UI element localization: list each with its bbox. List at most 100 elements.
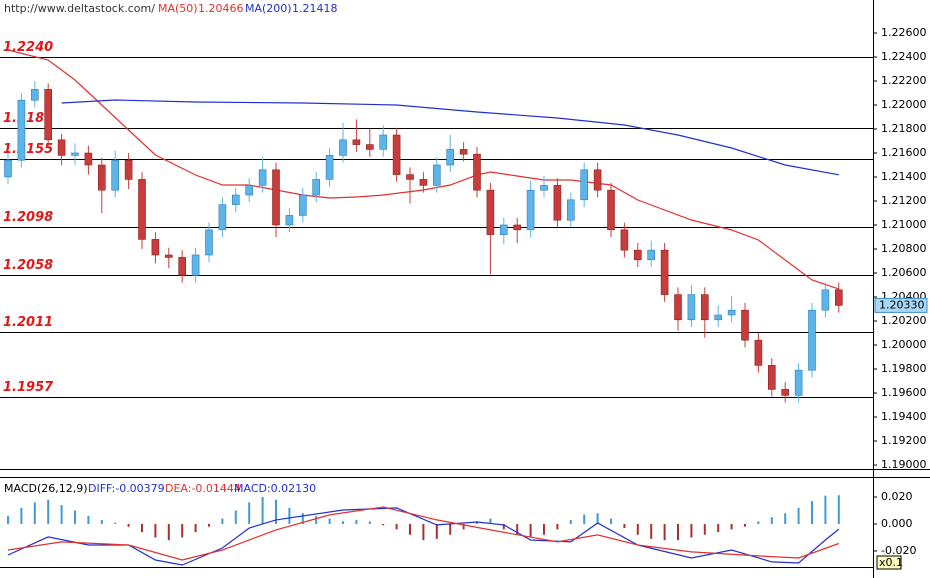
y-tick-label: 1.22400 (881, 50, 927, 63)
y-tick-label: 1.19600 (881, 386, 927, 399)
candle-body (406, 174, 414, 180)
candle-body (446, 149, 455, 166)
candle-body (98, 164, 106, 191)
candle-body (232, 194, 240, 205)
legend-name: MACD:0.02130 (234, 482, 316, 495)
site-url: http://www.deltastock.com/ (4, 2, 155, 15)
candle-body (191, 254, 200, 276)
y-tick-label: 1.19000 (881, 458, 927, 471)
y-tick-label: 1.22000 (881, 98, 927, 111)
y-tick-label: 1.21400 (881, 170, 927, 183)
candle-body (124, 159, 133, 180)
candle-body (30, 89, 39, 101)
candle-body (245, 185, 253, 196)
candle-body (339, 139, 347, 156)
y-tick-label: 0.000 (881, 517, 913, 530)
level-label: 1.2011 (3, 315, 53, 330)
candle-body (473, 153, 481, 191)
candle-body (553, 185, 562, 221)
y-tick-label: 1.19800 (881, 362, 927, 375)
candle-body (365, 144, 374, 150)
candle-body (178, 257, 186, 276)
candle-body (111, 159, 119, 191)
candle-body (57, 139, 66, 156)
candle-body (660, 249, 669, 295)
legend-name: MA(200) (245, 2, 292, 15)
candle-body (767, 365, 776, 390)
legend-name: DEA:-0.01444 (165, 482, 241, 495)
candle-body (392, 134, 401, 175)
candle-body (44, 89, 53, 141)
level-label: 1.2240 (3, 40, 53, 55)
y-tick-label: -0.020 (881, 544, 916, 557)
candle-body (821, 289, 830, 311)
candle-body (540, 185, 548, 191)
price-label: 1.20330 (879, 298, 925, 311)
y-tick-label: 1.20200 (881, 314, 927, 327)
y-tick-label: 1.21000 (881, 218, 927, 231)
candle-body (754, 339, 763, 366)
candle-body (727, 309, 736, 316)
candle-body (352, 139, 361, 145)
candle-body (84, 152, 93, 166)
level-label: 1.2098 (3, 210, 53, 225)
y-tick-label: 0.020 (881, 490, 913, 503)
level-label: 1.2181 (3, 111, 53, 126)
legend-name: MA(50) (158, 2, 198, 15)
candle-body (17, 99, 26, 161)
candle-body (834, 289, 843, 306)
candle-body (272, 169, 280, 226)
candle-body (526, 189, 535, 231)
candle-body (580, 169, 589, 201)
y-tick-label: 1.20800 (881, 242, 927, 255)
candle-body (218, 204, 227, 231)
macd-line (7, 506, 840, 561)
macd-title: MACD(26,12,9) (4, 482, 88, 495)
candle-body (285, 215, 294, 226)
candle-body (432, 164, 441, 186)
candle-body (714, 314, 723, 321)
candle-body (781, 389, 790, 396)
price-box (874, 297, 928, 313)
candle-body (205, 229, 213, 256)
candle-body (379, 134, 388, 150)
level-label: 1.2058 (3, 258, 53, 273)
scale-note: x0.1 (879, 556, 903, 569)
candle-body (151, 239, 160, 256)
candle-body (687, 294, 696, 321)
candle-body (607, 189, 615, 231)
candle-body (674, 294, 682, 321)
y-tick-label: 1.21200 (881, 194, 927, 207)
legend-value: 1.21418 (292, 2, 338, 15)
y-tick-label: 1.20600 (881, 266, 927, 279)
candle-body (499, 224, 508, 235)
candle-body (165, 254, 173, 258)
legend-value: 1.20466 (198, 2, 244, 15)
legend-name: DIFF:-0.00379 (88, 482, 165, 495)
candle-body (633, 249, 642, 261)
candle-body (741, 309, 749, 341)
candle-body (647, 249, 656, 261)
scale-box (876, 555, 902, 570)
y-tick-label: 1.21800 (881, 122, 927, 135)
level-label: 1.2155 (3, 142, 53, 157)
level-label: 1.1957 (3, 380, 54, 395)
candle-body (325, 155, 334, 180)
y-tick-label: 1.21600 (881, 146, 927, 159)
candle-body (808, 309, 816, 371)
y-tick-label: 1.19200 (881, 434, 927, 447)
ma-line (61, 99, 839, 176)
candle-body (700, 294, 709, 321)
candle-body (71, 152, 79, 156)
y-tick-label: 1.22600 (881, 26, 927, 39)
candle-body (620, 229, 629, 251)
candle-body (486, 189, 495, 235)
y-tick-label: 1.20000 (881, 338, 927, 351)
candle-body (513, 224, 522, 231)
candle-body (459, 149, 468, 155)
candle-body (138, 179, 146, 240)
candle-body (258, 169, 267, 186)
candle-body (419, 179, 428, 186)
